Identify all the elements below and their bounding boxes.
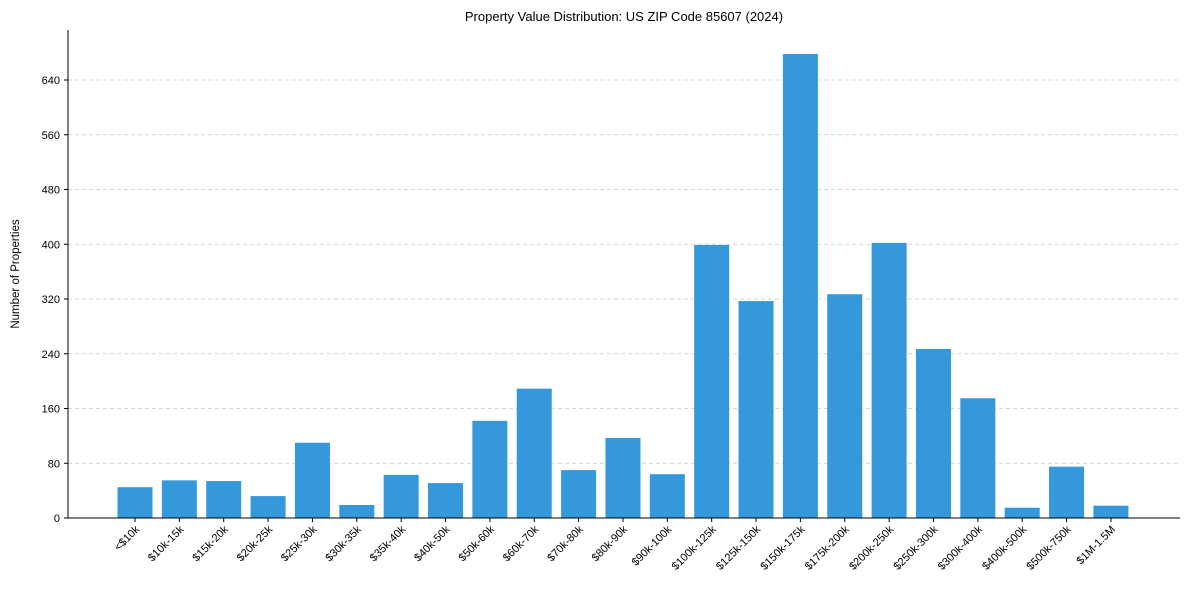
x-tick-label: $35k-40k (368, 523, 409, 564)
bar-19 (960, 398, 996, 518)
bar-20 (1004, 507, 1040, 518)
y-tick-label: 160 (42, 404, 60, 416)
bar-12 (649, 474, 685, 518)
x-tick-label: <$10k (112, 523, 142, 553)
x-tick-label: $20k-25k (235, 523, 276, 564)
x-tick-label: $70k-80k (545, 523, 586, 564)
x-tick-label: $125k-150k (714, 523, 763, 572)
y-tick-label: 480 (42, 185, 60, 197)
bar-0 (117, 487, 153, 518)
bar-1 (161, 480, 197, 518)
x-tick-label: $30k-35k (323, 523, 364, 564)
x-tick-label: $40k-50k (412, 523, 453, 564)
bar-18 (915, 348, 951, 518)
bar-22 (1093, 505, 1129, 518)
bar-2 (206, 481, 242, 518)
x-tick-label: $100k-125k (670, 523, 719, 572)
chart-title: Property Value Distribution: US ZIP Code… (465, 9, 783, 24)
bar-17 (871, 242, 907, 518)
x-tick-label: $50k-60k (457, 523, 498, 564)
bar-13 (694, 244, 730, 518)
x-tick-label: $250k-300k (891, 523, 940, 572)
x-tick-label: $1M-1.5M (1075, 524, 1119, 568)
y-tick-label: 400 (42, 239, 60, 251)
x-tick-label: $60k-70k (501, 523, 542, 564)
y-tick-label: 80 (48, 458, 60, 470)
x-tick-label: $15k-20k (190, 523, 231, 564)
x-tick-label: $300k-400k (936, 523, 985, 572)
bar-5 (339, 504, 375, 518)
bar-10 (561, 470, 597, 518)
x-tick-label: $400k-500k (980, 523, 1029, 572)
bar-3 (250, 496, 286, 518)
x-tick-label: $175k-200k (803, 523, 852, 572)
bar-7 (428, 483, 464, 518)
x-tick-label: $150k-175k (758, 523, 807, 572)
y-tick-label: 320 (42, 294, 60, 306)
bar-16 (827, 294, 863, 518)
bar-9 (516, 388, 552, 518)
y-tick-label: 640 (42, 75, 60, 87)
bar-4 (294, 442, 330, 518)
x-tick-label: $25k-30k (279, 523, 320, 564)
x-tick-label: $90k-100k (630, 523, 675, 568)
y-tick-label: 0 (54, 513, 60, 525)
x-tick-label: $10k-15k (146, 523, 187, 564)
bar-11 (605, 437, 641, 518)
y-tick-label: 240 (42, 349, 60, 361)
x-tick-label: $80k-90k (590, 523, 631, 564)
x-tick-label: $500k-750k (1025, 523, 1074, 572)
bar-8 (472, 420, 508, 518)
bar-21 (1049, 466, 1085, 518)
bar-6 (383, 474, 419, 518)
bar-15 (782, 53, 818, 519)
x-tick-label: $200k-250k (847, 523, 896, 572)
y-axis-label: Number of Properties (10, 219, 22, 329)
y-tick-label: 560 (42, 130, 60, 142)
bar-14 (738, 301, 774, 518)
